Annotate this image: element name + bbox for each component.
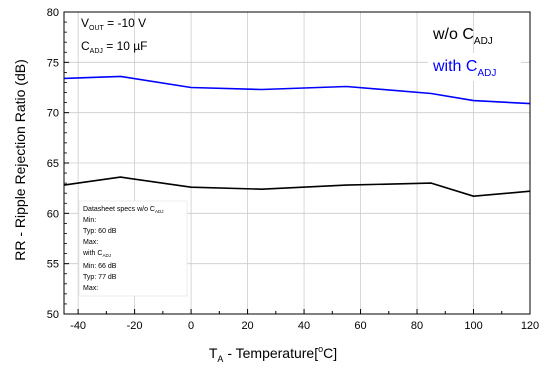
x-axis-label-main: T bbox=[209, 345, 218, 361]
series-layer bbox=[63, 75, 531, 197]
vout-main: V bbox=[81, 16, 89, 30]
legend-entry-black: w/o CADJ bbox=[432, 26, 493, 47]
legend-black-main: w/o C bbox=[432, 26, 474, 43]
tick-labels: -40 -20 0 20 40 60 80 100 120 50 55 60 65 70 75 80 bbox=[47, 7, 539, 332]
x-tick-label: 40 bbox=[298, 320, 310, 332]
legend-black-sub: ADJ bbox=[474, 36, 493, 47]
spec-box-header: Datasheet specs w/o CADJ bbox=[83, 206, 164, 214]
plot-frame bbox=[63, 11, 531, 315]
cadj-sub: ADJ bbox=[90, 48, 103, 55]
x-axis-label-rest: - Temperature[ bbox=[223, 345, 318, 361]
x-tick-label: 60 bbox=[354, 320, 366, 332]
x-axis-label-sub: A bbox=[217, 354, 223, 364]
spec-line-with: with CADJ bbox=[82, 250, 111, 258]
spec-line-max2: Max: bbox=[83, 285, 98, 292]
x-tick-label: 0 bbox=[188, 320, 194, 332]
spec-line-typ2: Typ: 77 dB bbox=[83, 274, 117, 281]
spec-with-sub: ADJ bbox=[102, 253, 111, 258]
legend-blue-background bbox=[428, 53, 521, 81]
cadj-rest: = 10 µF bbox=[103, 39, 148, 53]
y-axis-label: RR - Ripple Rejection Ratio (dB) bbox=[12, 59, 28, 261]
x-tick-label: 20 bbox=[241, 320, 253, 332]
x-tick-label: -20 bbox=[127, 320, 143, 332]
cadj-main: C bbox=[81, 39, 90, 53]
vout-rest: = -10 V bbox=[104, 16, 146, 30]
legend-entry-blue: with CADJ bbox=[432, 58, 496, 79]
y-tick-label: 55 bbox=[47, 259, 59, 271]
legend-blue-main: with C bbox=[432, 58, 477, 75]
spec-line-max: Max: bbox=[83, 239, 98, 246]
x-axis-label-sup: o bbox=[318, 344, 323, 354]
x-axis-label-end: C] bbox=[323, 345, 337, 361]
condition-cadj: CADJ = 10 µF bbox=[81, 39, 148, 55]
spec-line-min: Min: bbox=[83, 217, 96, 224]
x-tick-label: 80 bbox=[411, 320, 423, 332]
vout-sub: OUT bbox=[89, 25, 105, 32]
spec-with-main: with C bbox=[82, 250, 102, 257]
y-tick-label: 80 bbox=[47, 7, 59, 19]
y-tick-label: 65 bbox=[47, 158, 59, 170]
series-line-1 bbox=[63, 75, 531, 105]
y-tick-label: 60 bbox=[47, 208, 59, 220]
x-tick-label: 120 bbox=[521, 320, 539, 332]
x-axis-label: TA - Temperature[oC] bbox=[209, 344, 337, 364]
spec-box bbox=[78, 200, 188, 297]
y-tick-label: 50 bbox=[47, 309, 59, 321]
legend-blue-sub: ADJ bbox=[477, 68, 496, 79]
spec-line-min2: Min: 66 dB bbox=[83, 263, 117, 270]
series-line-0 bbox=[63, 176, 531, 197]
x-tick-label: -40 bbox=[70, 320, 86, 332]
y-tick-label: 70 bbox=[47, 108, 59, 120]
spec-header-sub: ADJ bbox=[155, 209, 164, 214]
spec-line-typ: Typ: 60 dB bbox=[83, 228, 117, 235]
x-tick-label: 100 bbox=[464, 320, 482, 332]
condition-vout: VOUT = -10 V bbox=[81, 16, 146, 32]
spec-header-main: Datasheet specs w/o C bbox=[83, 206, 155, 213]
y-tick-label: 75 bbox=[47, 57, 59, 69]
